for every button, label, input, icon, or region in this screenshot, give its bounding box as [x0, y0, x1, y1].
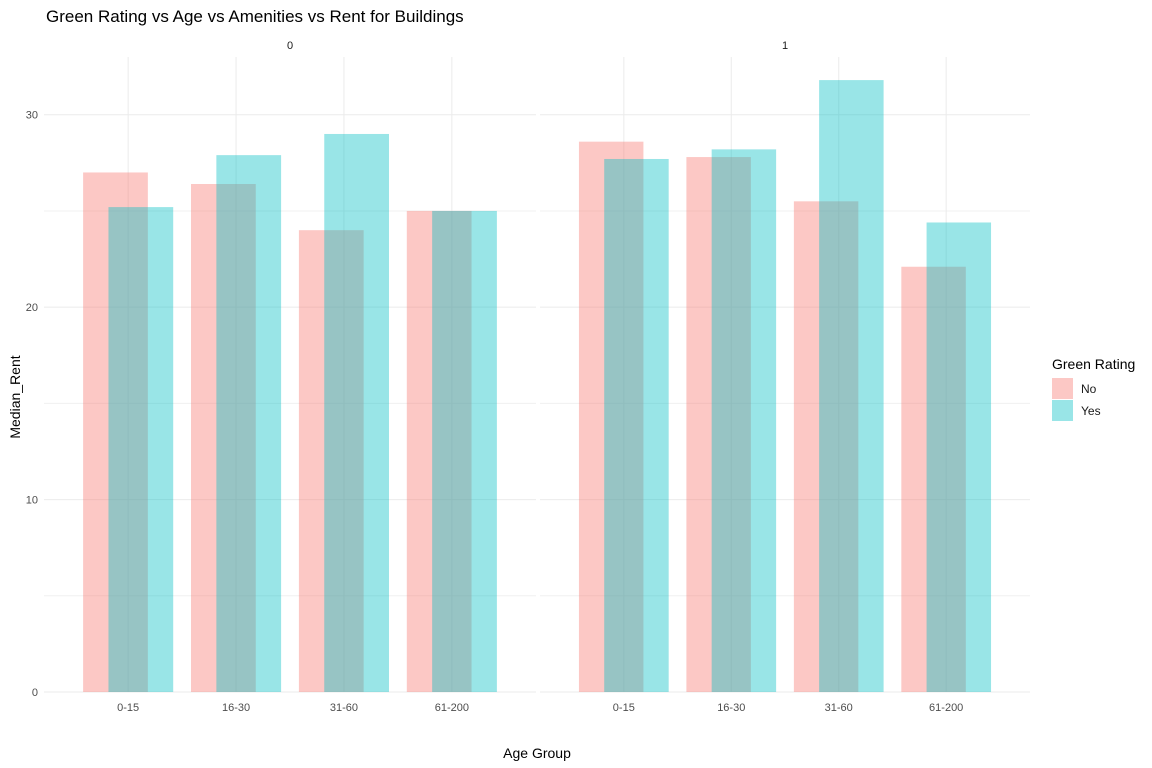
x-axis-title: Age Group	[503, 745, 571, 761]
bar-no-61-200	[901, 266, 966, 692]
bar-yes-61-200	[926, 222, 992, 692]
chart-title: Green Rating vs Age vs Amenities vs Rent…	[46, 7, 464, 26]
bar-yes-0-15	[108, 207, 174, 692]
bar-no-0-15	[578, 141, 644, 692]
facet-strip-label: 1	[782, 40, 788, 52]
y-tick-label: 0	[32, 687, 38, 699]
legend: Green Rating No Yes	[1052, 356, 1135, 421]
x-tick-label: 16-30	[222, 702, 250, 714]
facet-panel-1: 1 0-15 16-30 31-60 61-200	[540, 40, 1030, 714]
y-axis-title: Median_Rent	[7, 355, 23, 438]
x-tick-label: 16-30	[717, 702, 745, 714]
x-tick-label: 31-60	[330, 702, 358, 714]
y-tick-label: 20	[26, 302, 38, 314]
y-tick-label: 30	[26, 110, 38, 122]
facet-panel-0: 0 0-15 16-30 31-60 61-200 0 10 20 30	[26, 40, 536, 714]
legend-label-no: No	[1081, 382, 1097, 396]
x-tick-label: 0-15	[613, 702, 635, 714]
bar-no-31-60	[793, 201, 859, 692]
legend-key-yes	[1052, 400, 1073, 421]
bar-yes-0-15	[604, 158, 669, 692]
x-tick-label: 61-200	[435, 702, 469, 714]
bar-no-61-200	[406, 210, 472, 692]
bar-no-31-60	[298, 230, 364, 692]
legend-label-yes: Yes	[1081, 404, 1101, 418]
legend-key-no	[1052, 378, 1073, 399]
y-tick-label: 10	[26, 495, 38, 507]
bar-yes-31-60	[324, 133, 389, 692]
bar-yes-16-30	[216, 155, 282, 693]
bar-no-16-30	[686, 157, 751, 692]
x-tick-label: 31-60	[825, 702, 853, 714]
bar-yes-16-30	[711, 149, 777, 692]
bar-yes-61-200	[432, 210, 497, 692]
bar-no-0-15	[83, 172, 148, 693]
x-tick-label: 0-15	[117, 702, 139, 714]
x-tick-label: 61-200	[929, 702, 963, 714]
bar-no-16-30	[191, 184, 256, 692]
legend-title: Green Rating	[1052, 356, 1135, 372]
facet-strip-label: 0	[287, 40, 293, 52]
bar-yes-31-60	[819, 80, 884, 692]
